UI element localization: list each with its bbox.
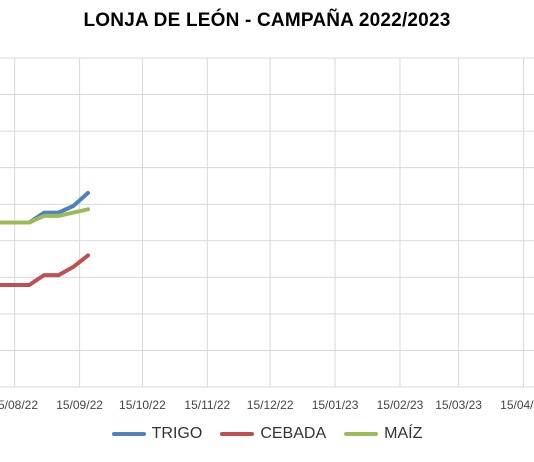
x-tick-label: 15/10/22 bbox=[119, 398, 166, 412]
grid-layer bbox=[0, 57, 534, 388]
x-tick-label: 15/08/22 bbox=[0, 398, 38, 412]
x-tick-label: 15/12/22 bbox=[247, 398, 294, 412]
series-line-maíz bbox=[0, 207, 90, 225]
series-line-cebada bbox=[0, 253, 90, 287]
legend-item-trigo: TRIGO bbox=[111, 425, 203, 443]
legend-swatch-maiz bbox=[344, 432, 379, 436]
legend-label-maiz: MAÍZ bbox=[384, 425, 423, 442]
x-tick-label: 15/11/22 bbox=[184, 398, 230, 412]
x-tick-label: 15/04/23 bbox=[500, 398, 534, 412]
legend: TRIGO CEBADA MAÍZ bbox=[0, 425, 534, 443]
x-tick-label: 15/09/22 bbox=[56, 398, 103, 412]
series-layer bbox=[0, 190, 90, 287]
x-tick-labels: 15/08/22 15/09/22 15/10/22 15/11/22 15/12/22… bbox=[0, 398, 534, 412]
legend-swatch-trigo bbox=[111, 432, 146, 436]
x-tick-label: 15/03/23 bbox=[435, 398, 482, 412]
x-tick-label: 15/02/23 bbox=[377, 398, 424, 412]
x-tick-label: 15/01/23 bbox=[312, 398, 359, 412]
legend-item-cebada: CEBADA bbox=[220, 425, 326, 443]
chart-title: LONJA DE LEÓN - CAMPAÑA 2022/2023 bbox=[83, 10, 451, 31]
legend-label-trigo: TRIGO bbox=[151, 425, 203, 442]
legend-label-cebada: CEBADA bbox=[260, 425, 327, 442]
legend-item-maiz: MAÍZ bbox=[344, 425, 422, 443]
legend-swatch-cebada bbox=[220, 432, 255, 436]
